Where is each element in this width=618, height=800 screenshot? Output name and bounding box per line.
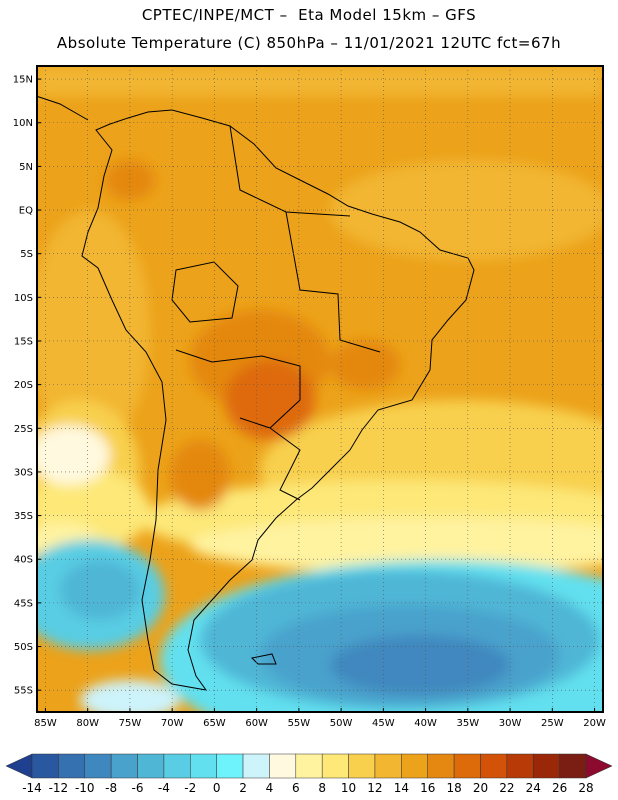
colorbar-swatch xyxy=(480,753,508,779)
colorbar-label: 6 xyxy=(292,781,300,795)
lon-label: 85W xyxy=(34,718,57,729)
colorbar-max-arrow xyxy=(585,753,613,779)
colorbar-swatch xyxy=(242,753,270,779)
colorbar-label: 24 xyxy=(526,781,541,795)
colorbar-swatch xyxy=(216,753,244,779)
lat-label: 55S xyxy=(14,686,33,697)
lat-label: 50S xyxy=(14,642,33,653)
colorbar-swatch xyxy=(58,753,86,779)
chart-subtitle: Absolute Temperature (C) 850hPa – 11/01/… xyxy=(56,34,562,52)
colorbar-label: 16 xyxy=(420,781,435,795)
colorbar-swatches xyxy=(5,753,613,779)
lat-label: 5N xyxy=(19,162,33,173)
colorbar-swatch xyxy=(163,753,191,779)
colorbar-swatch xyxy=(348,753,376,779)
lon-label: 80W xyxy=(76,718,99,729)
colorbar-swatch xyxy=(506,753,534,779)
colorbar-swatch xyxy=(401,753,428,779)
lon-label: 30W xyxy=(499,718,522,729)
lat-label: 15S xyxy=(14,336,33,347)
lat-label: 15N xyxy=(13,75,33,86)
colorbar-label: 12 xyxy=(367,781,382,795)
colorbar-label: 18 xyxy=(446,781,461,795)
lon-label: 60W xyxy=(245,718,268,729)
lon-label: 20W xyxy=(583,718,606,729)
lat-label: 40S xyxy=(14,555,33,566)
lat-label: 20S xyxy=(14,380,33,391)
colorbar-label: 0 xyxy=(213,781,221,795)
lon-label: 35W xyxy=(457,718,480,729)
lat-label: 10S xyxy=(14,293,33,304)
colorbar-label: -10 xyxy=(75,781,95,795)
colorbar-label: -12 xyxy=(49,781,69,795)
lon-label: 70W xyxy=(161,718,184,729)
lat-label: EQ xyxy=(19,206,33,217)
colorbar-label: -4 xyxy=(158,781,170,795)
lon-label: 50W xyxy=(330,718,353,729)
lon-label: 25W xyxy=(541,718,564,729)
map-frame xyxy=(36,65,604,713)
colorbar-swatch xyxy=(269,753,297,779)
colorbar-label: 20 xyxy=(473,781,488,795)
colorbar-swatch xyxy=(31,753,59,779)
colorbar-min-arrow xyxy=(5,753,33,779)
colorbar-swatch xyxy=(559,753,587,779)
colorbar-swatch xyxy=(110,753,138,779)
lat-label: 5S xyxy=(20,249,33,260)
colorbar-labels: -14 -12 -10 -8 -6 -4 -2 0 2 4 6 8 10 12 14 16 18 20 22 24 26… xyxy=(22,781,593,795)
colorbar-swatch xyxy=(374,753,402,779)
coastlines xyxy=(37,95,475,691)
colorbar-label: 8 xyxy=(318,781,326,795)
lat-label: 35S xyxy=(14,511,33,522)
colorbar-label: 26 xyxy=(552,781,567,795)
temperature-field xyxy=(37,66,603,712)
lon-label: 75W xyxy=(119,718,142,729)
colorbar-label: 14 xyxy=(394,781,409,795)
lat-label: 30S xyxy=(14,467,33,478)
colorbar-swatch xyxy=(321,753,349,779)
colorbar-label: 22 xyxy=(499,781,514,795)
chart-title: CPTEC/INPE/MCT – Eta Model 15km – GFS xyxy=(141,6,477,24)
colorbar-label: 2 xyxy=(239,781,247,795)
colorbar-label: -6 xyxy=(132,781,144,795)
colorbar-swatch xyxy=(427,753,455,779)
colorbar-swatch xyxy=(295,753,323,779)
lat-label: 45S xyxy=(14,598,33,609)
colorbar-swatch xyxy=(137,753,165,779)
colorbar-label: 10 xyxy=(341,781,356,795)
colorbar-swatch xyxy=(532,753,560,779)
lon-label: 45W xyxy=(372,718,395,729)
colorbar-label: 4 xyxy=(266,781,274,795)
lon-label: 65W xyxy=(203,718,226,729)
colorbar-label: -2 xyxy=(184,781,196,795)
colorbar-swatch xyxy=(190,753,217,779)
lon-label: 55W xyxy=(288,718,311,729)
lon-label: 40W xyxy=(414,718,437,729)
colorbar-swatch xyxy=(453,753,481,779)
longitude-labels: 85W 80W 75W 70W 65W 60W 55W 50W 45W 40W 35W 30W 25W 2… xyxy=(34,718,606,729)
colorbar-label: -8 xyxy=(105,781,117,795)
latitude-labels: 15N 10N 5N EQ 5S 10S 15S 20S 25S 30S 35S 40S 45S 50S 5… xyxy=(13,75,33,697)
lat-label: 25S xyxy=(14,424,33,435)
colorbar-label: -14 xyxy=(22,781,42,795)
colorbar-label: 28 xyxy=(578,781,593,795)
lat-label: 10N xyxy=(13,118,33,129)
colorbar-swatch xyxy=(84,753,112,779)
